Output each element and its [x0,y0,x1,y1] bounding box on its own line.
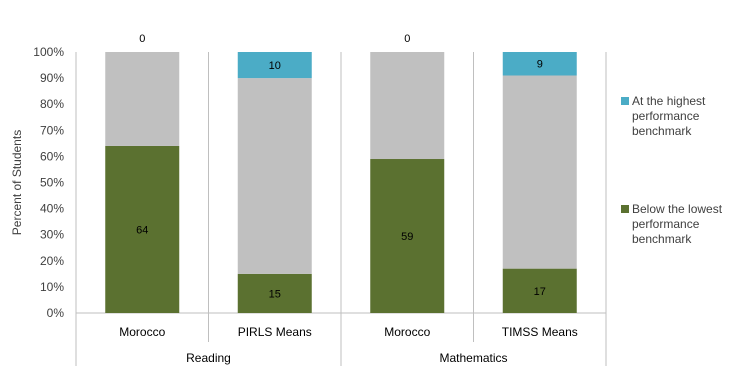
y-tick-label: 10% [40,280,64,294]
legend-label: performance [632,217,700,231]
bar-segment [502,52,577,76]
y-tick-label: 40% [40,202,64,216]
legend-swatch [621,97,629,105]
data-label: 0 [404,33,410,45]
legend-label: Below the lowest [632,202,723,216]
bar-segment [502,268,577,313]
bar-segment [105,145,180,313]
data-label: 59 [401,231,413,243]
y-tick-label: 20% [40,254,64,268]
bar-segment [105,52,180,146]
legend-swatch [621,205,629,213]
group-label: Reading [186,351,231,365]
data-label: 9 [537,59,543,71]
y-tick-label: 30% [40,228,64,242]
bar-segment [370,159,445,313]
y-tick-label: 70% [40,123,64,137]
bar-segment [502,75,577,269]
y-tick-label: 80% [40,97,64,111]
x-tick-label: Morocco [384,325,430,339]
x-tick-label: TIMSS Means [502,325,578,339]
bar-segment [237,78,312,274]
y-axis-title: Percent of Students [10,130,24,235]
bar-segment [237,52,312,79]
y-tick-label: 60% [40,149,64,163]
data-label: 64 [136,224,148,236]
group-label: Mathematics [439,351,507,365]
bar-segment [237,273,312,313]
y-tick-label: 100% [33,45,64,59]
data-label: 17 [534,286,546,298]
legend-label: benchmark [632,124,692,138]
bar-segment [370,52,445,160]
x-tick-label: PIRLS Means [238,325,312,339]
legend-label: benchmark [632,232,692,246]
x-tick-label: Morocco [119,325,165,339]
y-tick-label: 90% [40,71,64,85]
data-label: 10 [269,60,281,72]
legend-label: At the highest [632,94,706,108]
data-label: 0 [139,33,145,45]
y-tick-label: 50% [40,176,64,190]
legend-label: performance [632,109,700,123]
data-label: 15 [269,288,281,300]
y-tick-label: 0% [47,306,65,320]
